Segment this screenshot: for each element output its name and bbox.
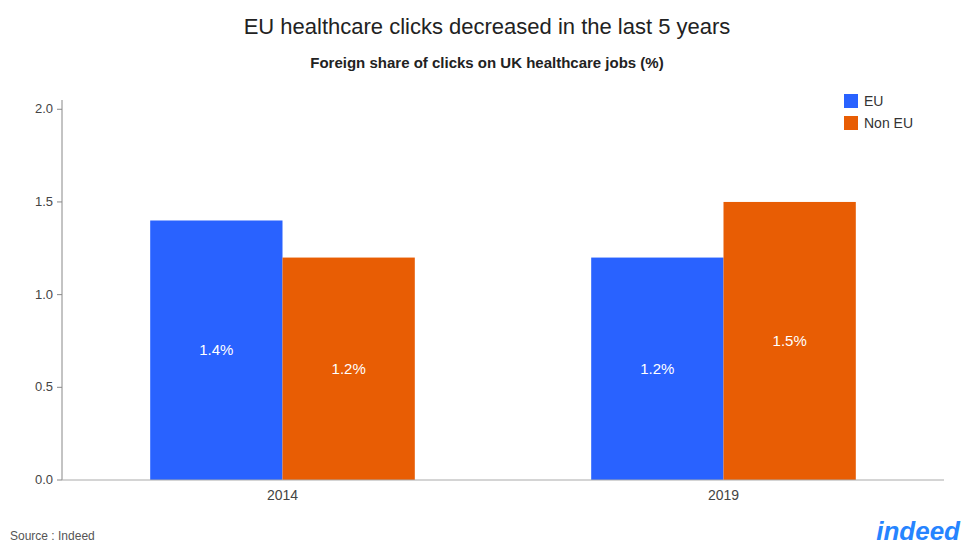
legend: EU Non EU bbox=[844, 93, 913, 131]
data-label: 1.2% bbox=[332, 360, 366, 377]
legend-swatch bbox=[844, 116, 858, 130]
bar bbox=[150, 220, 282, 480]
bar bbox=[591, 258, 723, 480]
y-axis-line bbox=[62, 100, 63, 480]
data-label: 1.2% bbox=[640, 360, 674, 377]
y-tick bbox=[57, 480, 62, 481]
title: EU healthcare clicks decreased in the la… bbox=[244, 14, 731, 39]
x-tick-label: 2019 bbox=[708, 487, 739, 503]
chart: EU healthcare clicks decreased in the la… bbox=[0, 0, 974, 552]
legend-label: Non EU bbox=[864, 115, 913, 131]
source-note: Source : Indeed bbox=[10, 529, 95, 543]
x-axis: 2014 2019 bbox=[62, 480, 944, 503]
x-axis-line bbox=[62, 480, 944, 481]
y-tick-label: 1.0 bbox=[35, 287, 53, 302]
y-tick-label: 2.0 bbox=[35, 101, 53, 116]
y-tick-label: 0.5 bbox=[35, 379, 53, 394]
bar bbox=[724, 202, 856, 480]
bar bbox=[283, 258, 415, 480]
subtitle: Foreign share of clicks on UK healthcare… bbox=[310, 54, 663, 71]
y-axis: 0.0 0.5 1.0 1.5 2.0 bbox=[35, 100, 62, 487]
background bbox=[0, 0, 974, 552]
bars bbox=[150, 202, 856, 480]
logo: indeed bbox=[876, 516, 961, 546]
data-label: 1.4% bbox=[199, 341, 233, 358]
y-tick bbox=[57, 387, 62, 388]
legend-label: EU bbox=[864, 93, 883, 109]
x-tick-label: 2014 bbox=[267, 487, 298, 503]
y-tick-label: 0.0 bbox=[35, 472, 53, 487]
data-label: 1.5% bbox=[773, 332, 807, 349]
y-tick-label: 1.5 bbox=[35, 194, 53, 209]
data-labels: 1.4% 1.2% 1.2% 1.5% bbox=[199, 332, 807, 377]
y-tick bbox=[57, 294, 62, 295]
y-tick bbox=[57, 201, 62, 202]
legend-swatch bbox=[844, 94, 858, 108]
y-tick bbox=[57, 109, 62, 110]
